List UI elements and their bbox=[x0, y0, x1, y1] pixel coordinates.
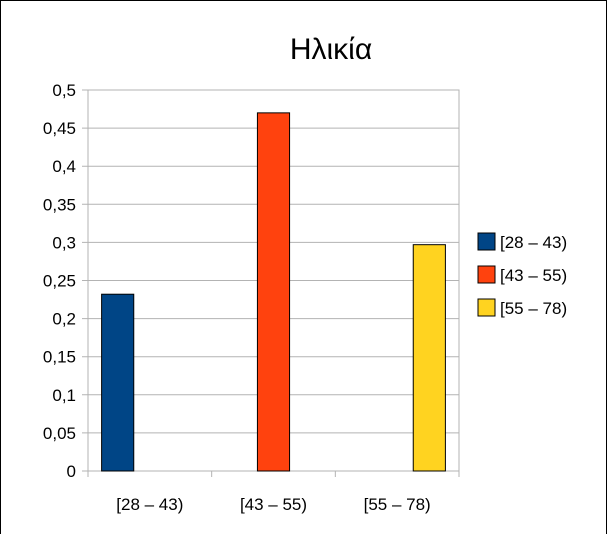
legend-label: [55 – 78) bbox=[500, 299, 567, 318]
y-tick-label: 0,5 bbox=[52, 81, 76, 100]
bar bbox=[101, 293, 135, 472]
legend-label: [28 – 43) bbox=[500, 233, 567, 252]
x-tick-label: [55 – 78) bbox=[364, 495, 431, 514]
y-tick-label: 0,05 bbox=[43, 424, 76, 443]
axes: 0 0,05 0,1 0,15 0,2 0,25 0,3 0,35 0,4 0,45 0,5 [28 … bbox=[43, 81, 431, 514]
y-tick-label: 0,4 bbox=[52, 157, 76, 176]
y-tick-label: 0,35 bbox=[43, 195, 76, 214]
legend-swatch bbox=[477, 232, 496, 251]
legend-swatch bbox=[477, 298, 496, 317]
y-tick-label: 0,25 bbox=[43, 272, 76, 291]
y-tick-label: 0,15 bbox=[43, 348, 76, 367]
bar bbox=[412, 244, 446, 472]
y-tick-label: 0,1 bbox=[52, 386, 76, 405]
legend-label: [43 – 55) bbox=[500, 266, 567, 285]
bar bbox=[256, 112, 291, 472]
chart-title: Ηλικία bbox=[290, 33, 372, 66]
y-tick-label: 0,2 bbox=[52, 310, 76, 329]
legend-swatch bbox=[477, 265, 496, 284]
legend: [28 – 43) [43 – 55) [55 – 78) bbox=[477, 232, 567, 318]
y-tick-label: 0,3 bbox=[52, 233, 76, 252]
x-tick-label: [28 – 43) bbox=[116, 495, 183, 514]
x-tick-label: [43 – 55) bbox=[240, 495, 307, 514]
y-tick-label: 0 bbox=[67, 462, 76, 481]
bars bbox=[101, 112, 446, 472]
y-tick-label: 0,45 bbox=[43, 119, 76, 138]
